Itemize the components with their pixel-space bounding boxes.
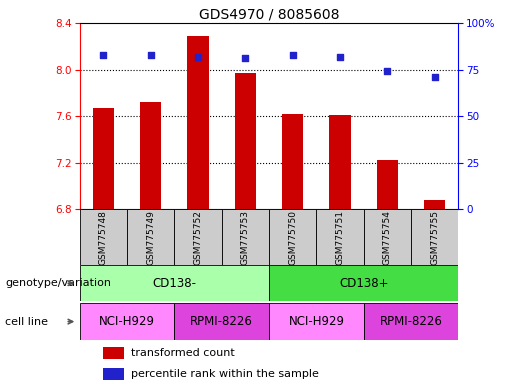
Bar xyxy=(80,209,127,265)
Bar xyxy=(377,161,398,209)
Point xyxy=(242,55,250,61)
Text: CD138+: CD138+ xyxy=(339,277,388,290)
Bar xyxy=(175,303,269,340)
Bar xyxy=(93,108,114,209)
Text: NCI-H929: NCI-H929 xyxy=(288,315,345,328)
Text: GSM775752: GSM775752 xyxy=(194,210,202,265)
Point xyxy=(147,51,155,58)
Bar xyxy=(282,114,303,209)
Point xyxy=(99,51,108,58)
Bar xyxy=(235,73,256,209)
Bar xyxy=(222,209,269,265)
Text: GSM775749: GSM775749 xyxy=(146,210,156,265)
Bar xyxy=(364,209,411,265)
Bar xyxy=(187,36,209,209)
Text: GSM775755: GSM775755 xyxy=(430,210,439,265)
Text: transformed count: transformed count xyxy=(131,348,235,358)
Point xyxy=(288,51,297,58)
Text: GSM775753: GSM775753 xyxy=(241,210,250,265)
Text: CD138-: CD138- xyxy=(152,277,196,290)
Bar xyxy=(269,303,364,340)
Title: GDS4970 / 8085608: GDS4970 / 8085608 xyxy=(199,8,339,22)
Text: cell line: cell line xyxy=(5,316,48,327)
Point xyxy=(194,53,202,60)
Bar xyxy=(424,200,445,209)
Bar xyxy=(316,209,364,265)
Text: RPMI-8226: RPMI-8226 xyxy=(380,315,442,328)
Bar xyxy=(127,209,175,265)
Bar xyxy=(80,265,269,301)
Point xyxy=(336,53,344,60)
Text: RPMI-8226: RPMI-8226 xyxy=(191,315,253,328)
Bar xyxy=(140,102,161,209)
Bar xyxy=(175,209,222,265)
Text: GSM775751: GSM775751 xyxy=(336,210,345,265)
Bar xyxy=(269,209,316,265)
Bar xyxy=(411,209,458,265)
Bar xyxy=(269,265,458,301)
Text: percentile rank within the sample: percentile rank within the sample xyxy=(131,369,319,379)
Bar xyxy=(364,303,458,340)
Text: GSM775750: GSM775750 xyxy=(288,210,297,265)
Bar xyxy=(103,368,124,380)
Bar xyxy=(103,347,124,359)
Text: NCI-H929: NCI-H929 xyxy=(99,315,155,328)
Point xyxy=(383,68,391,74)
Point xyxy=(431,74,439,80)
Bar xyxy=(330,115,351,209)
Text: genotype/variation: genotype/variation xyxy=(5,278,111,288)
Text: GSM775748: GSM775748 xyxy=(99,210,108,265)
Text: GSM775754: GSM775754 xyxy=(383,210,392,265)
Bar xyxy=(80,303,175,340)
